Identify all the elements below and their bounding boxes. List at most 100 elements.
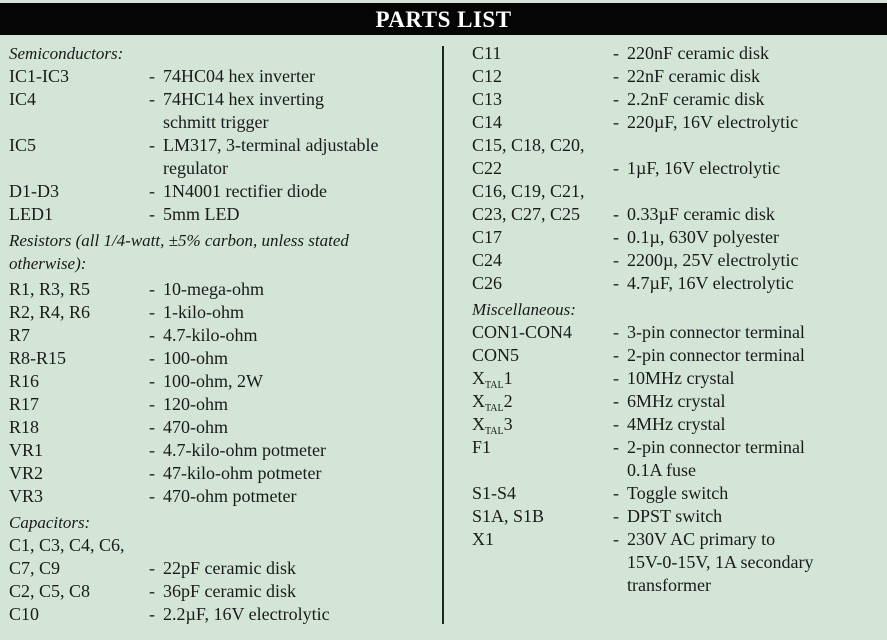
part-reference-subscript: TAL bbox=[485, 426, 504, 437]
part-row: R1, R3, R5 -10-mega-ohm bbox=[9, 278, 434, 301]
part-reference: R18 bbox=[9, 416, 39, 439]
section-heading: Semiconductors: bbox=[9, 44, 124, 63]
part-description: 4.7µF, 16V electrolytic bbox=[627, 273, 794, 293]
separator-dash: - bbox=[149, 89, 155, 109]
part-row: F1 -2-pin connector terminal bbox=[472, 436, 882, 459]
part-description: 4.7-kilo-ohm bbox=[163, 325, 258, 345]
part-reference: X1 bbox=[472, 528, 494, 551]
section-heading: Miscellaneous: bbox=[472, 300, 576, 319]
part-row: C16, C19, C21, bbox=[472, 180, 882, 203]
part-row: C13 -2.2nF ceramic disk bbox=[472, 88, 882, 111]
part-reference: IC5 bbox=[9, 134, 36, 157]
part-row: C26 -4.7µF, 16V electrolytic bbox=[472, 272, 882, 295]
part-description: 1-kilo-ohm bbox=[163, 302, 244, 322]
separator-dash: - bbox=[149, 279, 155, 299]
part-reference: C16, C19, C21, bbox=[472, 180, 585, 203]
part-row: R2, R4, R6 -1-kilo-ohm bbox=[9, 301, 434, 324]
part-row: C23, C27, C25 -0.33µF ceramic disk bbox=[472, 203, 882, 226]
separator-dash: - bbox=[613, 43, 619, 63]
part-reference: S1-S4 bbox=[472, 482, 516, 505]
part-reference-text: C10 bbox=[9, 604, 40, 624]
parts-list-title: PARTS LIST bbox=[0, 3, 887, 35]
part-reference: C11 bbox=[472, 42, 501, 65]
part-row: S1A, S1B - DPST switch bbox=[472, 505, 882, 528]
part-reference-text: C16, C19, C21, bbox=[472, 181, 585, 201]
part-reference: R17 bbox=[9, 393, 39, 416]
part-reference-text: D1-D3 bbox=[9, 181, 59, 201]
separator-dash: - bbox=[149, 417, 155, 437]
part-description: 6MHz crystal bbox=[627, 391, 726, 411]
separator-dash: - bbox=[149, 371, 155, 391]
part-row: R8-R15 -100-ohm bbox=[9, 347, 434, 370]
separator-dash: - bbox=[613, 158, 619, 178]
part-description: transformer bbox=[627, 575, 711, 595]
part-description: DPST switch bbox=[627, 506, 723, 526]
part-description: 2.2nF ceramic disk bbox=[627, 89, 765, 109]
part-reference-text: C1, C3, C4, C6, bbox=[9, 535, 125, 555]
part-reference-text: R8-R15 bbox=[9, 348, 67, 368]
separator-dash: - bbox=[613, 529, 619, 549]
part-description: 220µF, 16V electrolytic bbox=[627, 112, 799, 132]
section-heading: Capacitors: bbox=[9, 513, 91, 532]
part-reference: XTAL3 bbox=[472, 413, 513, 443]
part-row: R16 -100-ohm, 2W bbox=[9, 370, 434, 393]
separator-dash: - bbox=[149, 204, 155, 224]
part-row: VR2 -47-kilo-ohm potmeter bbox=[9, 462, 434, 485]
part-reference-text: VR2 bbox=[9, 463, 44, 483]
part-row: C11 -220nF ceramic disk bbox=[472, 42, 882, 65]
separator-dash: - bbox=[613, 89, 619, 109]
part-description: 22pF ceramic disk bbox=[163, 558, 296, 578]
part-reference-text: C26 bbox=[472, 273, 503, 293]
column-divider bbox=[442, 46, 444, 624]
separator-dash: - bbox=[613, 506, 619, 526]
part-reference: C23, C27, C25 bbox=[472, 203, 580, 226]
part-row: IC1-IC3 -74HC04 hex inverter bbox=[9, 65, 434, 88]
part-reference-text: R7 bbox=[9, 325, 31, 345]
part-description: schmitt trigger bbox=[163, 112, 269, 132]
part-reference-text: R1, R3, R5 bbox=[9, 279, 91, 299]
separator-dash: - bbox=[149, 440, 155, 460]
part-reference: R8-R15 bbox=[9, 347, 66, 370]
part-reference: C10 bbox=[9, 603, 39, 626]
part-reference: XTAL2 bbox=[472, 390, 513, 420]
part-row: C14 -220µF, 16V electrolytic bbox=[472, 111, 882, 134]
part-row: schmitt trigger bbox=[9, 111, 434, 134]
part-reference-suffix: 3 bbox=[503, 414, 513, 434]
part-reference-text: X bbox=[472, 414, 485, 434]
part-reference-subscript: TAL bbox=[485, 380, 504, 391]
part-reference-text: IC5 bbox=[9, 135, 36, 155]
part-row: R17 -120-ohm bbox=[9, 393, 434, 416]
separator-dash: - bbox=[613, 322, 619, 342]
section-heading: Resistors (all 1/4-watt, ±5% carbon, unl… bbox=[9, 231, 349, 250]
part-description: 36pF ceramic disk bbox=[163, 581, 296, 601]
separator-dash: - bbox=[613, 204, 619, 224]
part-row: X1 -230V AC primary to bbox=[472, 528, 882, 551]
part-row: CON5 -2-pin connector terminal bbox=[472, 344, 882, 367]
part-reference-text: R2, R4, R6 bbox=[9, 302, 91, 322]
part-row: regulator bbox=[9, 157, 434, 180]
part-description: 4MHz crystal bbox=[627, 414, 726, 434]
part-row: C10 -2.2µF, 16V electrolytic bbox=[9, 603, 434, 626]
part-reference-suffix: 1 bbox=[503, 368, 513, 388]
part-description: 74HC04 hex inverter bbox=[163, 66, 315, 86]
part-row: C2, C5, C8 -36pF ceramic disk bbox=[9, 580, 434, 603]
part-reference-text: C12 bbox=[472, 66, 503, 86]
part-description: 2200µ, 25V electrolytic bbox=[627, 250, 799, 270]
part-reference-text: X bbox=[472, 368, 485, 388]
part-reference-text: CON1-CON4 bbox=[472, 322, 573, 342]
separator-dash: - bbox=[149, 394, 155, 414]
part-row: VR3 -470-ohm potmeter bbox=[9, 485, 434, 508]
part-description: 0.1A fuse bbox=[627, 460, 696, 480]
part-reference-subscript: TAL bbox=[485, 403, 504, 414]
separator-dash: - bbox=[613, 414, 619, 434]
part-row: C15, C18, C20, bbox=[472, 134, 882, 157]
part-reference-text: VR1 bbox=[9, 440, 44, 460]
part-row: XTAL1 -10MHz crystal bbox=[472, 367, 882, 391]
part-row: XTAL3 -4MHz crystal bbox=[472, 413, 882, 437]
separator-dash: - bbox=[613, 112, 619, 132]
part-description: 15V-0-15V, 1A secondary bbox=[627, 552, 814, 572]
part-reference-text: C22 bbox=[472, 158, 503, 178]
parts-column-right: C11-220nF ceramic disk C12-22nF ceramic d… bbox=[472, 42, 882, 597]
part-reference-text: C14 bbox=[472, 112, 503, 132]
part-row: S1-S4 - Toggle switch bbox=[472, 482, 882, 505]
